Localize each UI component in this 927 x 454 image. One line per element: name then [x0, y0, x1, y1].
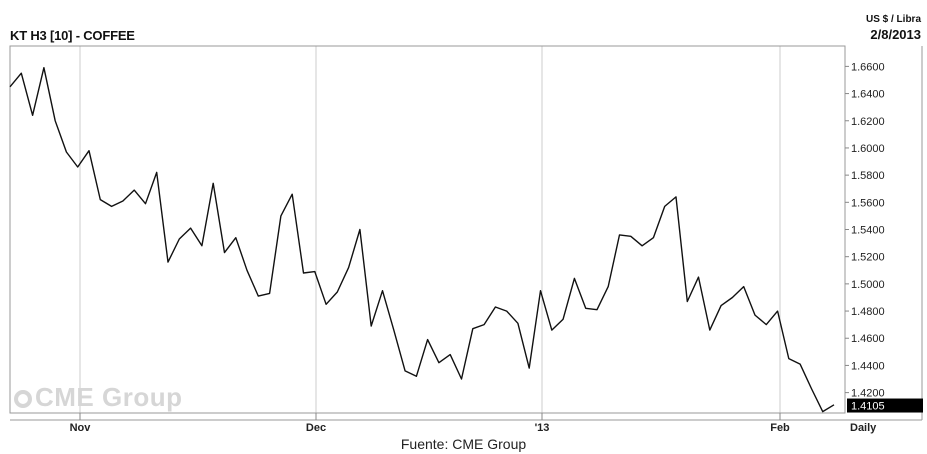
y-tick-label: 1.6000 [851, 143, 885, 155]
y-tick-label: 1.4200 [851, 388, 885, 400]
y-tick-label: 1.5200 [851, 252, 885, 264]
price-chart: 1.6600 1.6400 1.6200 1.6000 1.5800 1.5600 1.54… [0, 0, 927, 434]
y-tick-label: 1.6400 [851, 89, 885, 101]
source-caption: Fuente: CME Group [0, 436, 927, 452]
last-value-label: 1.4105 [851, 401, 885, 413]
y-tick-label: 1.4800 [851, 306, 885, 318]
grid-layer [80, 46, 780, 413]
y-tick-label: 1.4600 [851, 333, 885, 345]
x-tick-label: Feb [770, 422, 790, 434]
price-line [10, 68, 834, 412]
x-tick-label: Nov [70, 422, 92, 434]
y-tick-label: 1.5800 [851, 170, 885, 182]
watermark: CME Group [14, 382, 183, 413]
x-tick-label: '13 [535, 422, 550, 434]
x-tick-label-period: Daily [850, 422, 877, 434]
y-tick-label: 1.5400 [851, 225, 885, 237]
y-tick-label: 1.4400 [851, 360, 885, 372]
y-tick-label: 1.5600 [851, 197, 885, 209]
y-tick-label: 1.6600 [851, 61, 885, 73]
x-tick-label: Dec [306, 422, 326, 434]
y-tick-label: 1.5000 [851, 279, 885, 291]
axis-layer [10, 46, 922, 420]
label-layer: 1.6600 1.6400 1.6200 1.6000 1.5800 1.5600 1.54… [70, 61, 923, 434]
cme-logo-icon [14, 390, 32, 408]
watermark-text: CME Group [35, 382, 183, 412]
plot-frame [10, 46, 845, 413]
y-tick-label: 1.6200 [851, 116, 885, 128]
line-layer [10, 68, 834, 412]
